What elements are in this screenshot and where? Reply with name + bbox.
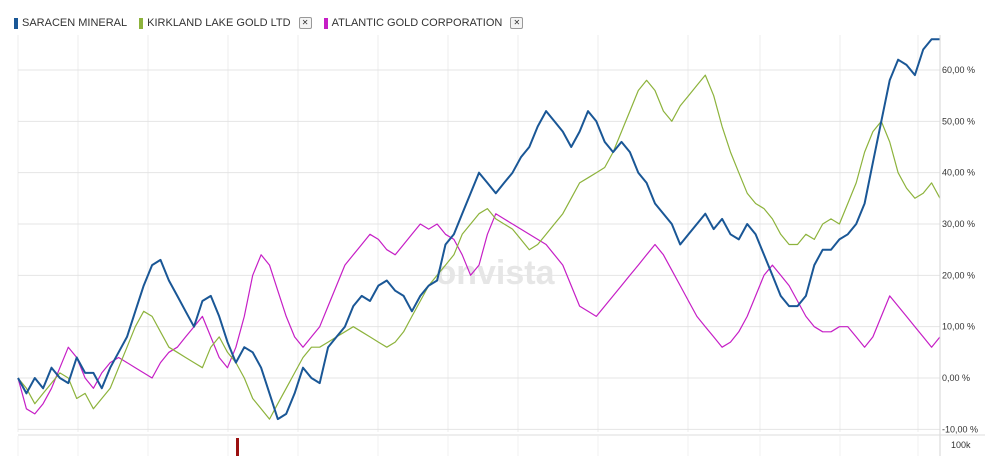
legend-item-saracen: SARACEN MINERAL — [14, 17, 127, 29]
y-tick-label: 60,00 % — [942, 65, 975, 75]
remove-kirkland-close-icon[interactable]: ✕ — [298, 17, 312, 29]
chart-grid — [17, 35, 940, 432]
legend-item-kirkland: KIRKLAND LAKE GOLD LTD ✕ — [139, 17, 312, 29]
y-tick-label: 30,00 % — [942, 219, 975, 229]
volume-axis-label: 100k — [951, 440, 971, 450]
y-tick-label: 40,00 % — [942, 168, 975, 178]
series-line-saracen-mineral — [17, 38, 940, 421]
y-axis: -10,00 % 0,00 % 10,00 % 20,00 % 30,00 % 40,00… — [939, 35, 978, 456]
legend-swatch-kirkland — [139, 17, 144, 29]
watermark: onvista — [435, 254, 555, 292]
y-tick-label: 20,00 % — [942, 270, 975, 280]
legend-swatch-atlantic — [323, 17, 328, 29]
volume-pane: 100k — [17, 434, 985, 456]
series-line-atlantic-gold-corporation — [17, 213, 941, 415]
remove-atlantic-close-icon[interactable]: ✕ — [510, 17, 524, 29]
chart-legend: SARACEN MINERAL KIRKLAND LAKE GOLD LTD ✕… — [14, 15, 535, 31]
series-line-kirkland-lake-gold-ltd — [17, 74, 941, 420]
series-layer — [17, 38, 941, 421]
legend-label-kirkland: KIRKLAND LAKE GOLD LTD — [147, 17, 291, 29]
legend-item-atlantic: ATLANTIC GOLD CORPORATION ✕ — [323, 17, 524, 29]
legend-label-saracen: SARACEN MINERAL — [22, 17, 128, 29]
volume-bar — [236, 438, 239, 456]
legend-swatch-saracen — [14, 17, 18, 29]
y-tick-label: -10,00 % — [942, 424, 978, 434]
y-tick-label: 50,00 % — [942, 116, 975, 126]
legend-label-atlantic: ATLANTIC GOLD CORPORATION — [331, 17, 503, 29]
y-tick-label: 10,00 % — [942, 322, 975, 332]
y-tick-label: 0,00 % — [942, 373, 970, 383]
